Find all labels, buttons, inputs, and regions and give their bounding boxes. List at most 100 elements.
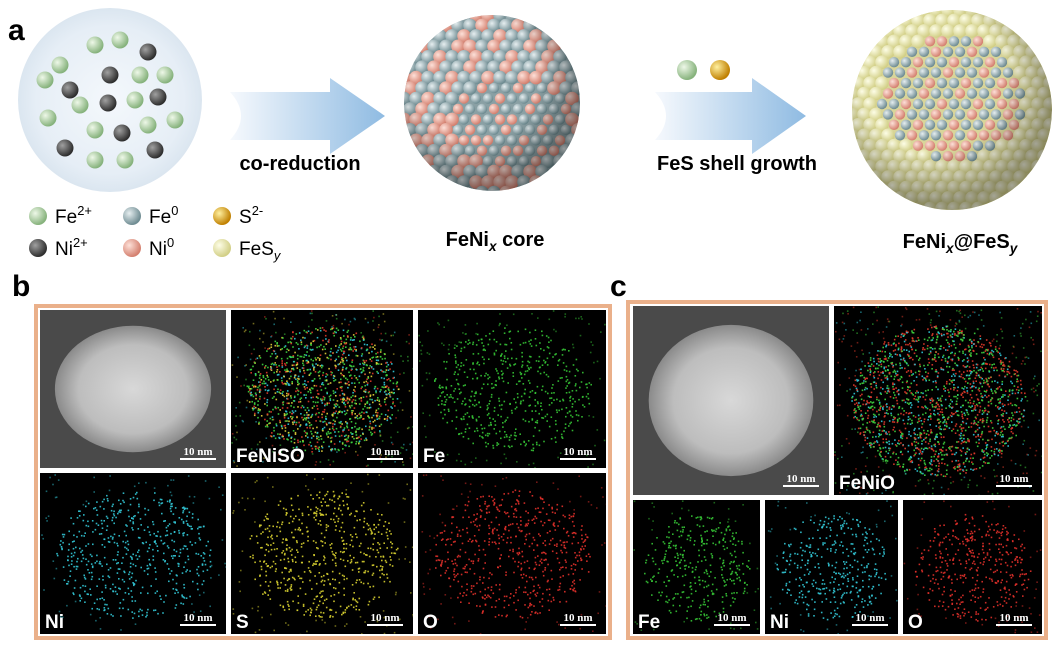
map-pixel <box>291 531 293 534</box>
map-pixel <box>500 536 503 538</box>
map-pixel <box>564 348 566 351</box>
map-pixel <box>498 537 500 540</box>
map-pixel <box>365 425 367 428</box>
map-pixel <box>118 511 120 513</box>
map-pixel <box>569 500 571 503</box>
map-pixel <box>557 456 559 459</box>
map-pixel <box>166 534 169 536</box>
map-pixel <box>277 433 279 435</box>
map-pixel <box>341 392 344 395</box>
map-pixel <box>321 365 324 367</box>
map-pixel <box>316 494 318 496</box>
ion <box>126 91 144 109</box>
map-pixel <box>248 385 250 388</box>
map-pixel <box>271 362 274 365</box>
map-pixel <box>145 481 147 484</box>
map-pixel <box>509 403 511 405</box>
map-pixel <box>545 552 547 555</box>
map-pixel <box>531 410 533 412</box>
map-pixel <box>318 450 320 452</box>
map-pixel <box>428 414 431 417</box>
map-pixel <box>350 365 352 367</box>
map-pixel <box>365 380 368 383</box>
map-pixel <box>188 511 191 514</box>
map-pixel <box>968 439 970 441</box>
map-pixel <box>962 441 964 443</box>
map-pixel <box>329 382 332 384</box>
map-pixel <box>366 382 369 384</box>
map-pixel <box>373 528 375 531</box>
map-pixel <box>424 551 427 553</box>
map-pixel <box>547 336 550 339</box>
map-pixel <box>269 581 272 583</box>
map-pixel <box>495 384 497 387</box>
map-pixel <box>333 594 336 596</box>
map-pixel <box>131 527 133 529</box>
map-pixel <box>475 332 477 335</box>
map-pixel <box>220 508 222 511</box>
map-pixel <box>293 438 296 441</box>
map-pixel <box>89 613 92 616</box>
map-pixel <box>282 538 284 540</box>
map-pixel <box>376 362 378 365</box>
map-pixel <box>479 406 482 408</box>
map-pixel <box>282 550 285 552</box>
map-pixel <box>448 344 450 346</box>
map-pixel <box>364 405 366 408</box>
map-pixel <box>292 423 294 425</box>
map-pixel <box>281 379 283 382</box>
map-pixel <box>232 512 234 514</box>
map-pixel <box>514 508 516 511</box>
scale-bar-label: 10 nm <box>563 446 592 458</box>
map-pixel <box>273 379 275 381</box>
map-pixel <box>557 525 559 527</box>
map-pixel <box>392 388 395 391</box>
map-pixel <box>349 562 352 564</box>
map-pixel <box>294 556 297 559</box>
map-pixel <box>499 557 501 560</box>
map-pixel <box>502 426 504 428</box>
map-pixel <box>454 576 456 578</box>
map-pixel <box>324 542 326 544</box>
map-pixel <box>535 360 538 362</box>
map-pixel <box>376 418 379 420</box>
map-pixel <box>872 408 874 411</box>
map-pixel <box>921 406 923 408</box>
map-pixel <box>367 464 369 467</box>
map-pixel <box>315 608 318 611</box>
map-pixel <box>362 502 365 504</box>
map-pixel <box>318 564 321 566</box>
map-pixel <box>209 560 212 563</box>
map-pixel <box>412 569 413 571</box>
map-pixel <box>320 399 323 402</box>
map-pixel <box>965 460 967 462</box>
map-pixel <box>501 377 504 379</box>
map-pixel <box>484 594 486 596</box>
map-pixel <box>387 364 390 366</box>
map-pixel <box>574 384 577 387</box>
map-pixel <box>512 548 514 551</box>
map-pixel <box>964 399 967 402</box>
map-pixel <box>118 568 121 570</box>
map-pixel <box>491 496 493 498</box>
map-pixel <box>359 616 362 618</box>
map-pixel <box>316 606 318 609</box>
map-pixel <box>570 515 573 518</box>
map-pixel <box>343 429 345 431</box>
map-pixel <box>332 332 335 335</box>
map-pixel <box>360 542 362 545</box>
map-pixel <box>542 507 544 510</box>
map-pixel <box>316 441 319 444</box>
map-pixel <box>488 332 491 335</box>
map-pixel <box>101 500 104 503</box>
map-pixel <box>446 453 449 456</box>
map-pixel <box>279 604 282 607</box>
map-pixel <box>498 510 501 512</box>
map-pixel <box>103 498 105 501</box>
map-pixel <box>364 621 366 623</box>
map-pixel <box>262 461 264 463</box>
map-pixel <box>526 524 528 527</box>
map-pixel <box>311 413 314 416</box>
map-pixel <box>374 386 376 388</box>
map-pixel <box>294 433 297 435</box>
